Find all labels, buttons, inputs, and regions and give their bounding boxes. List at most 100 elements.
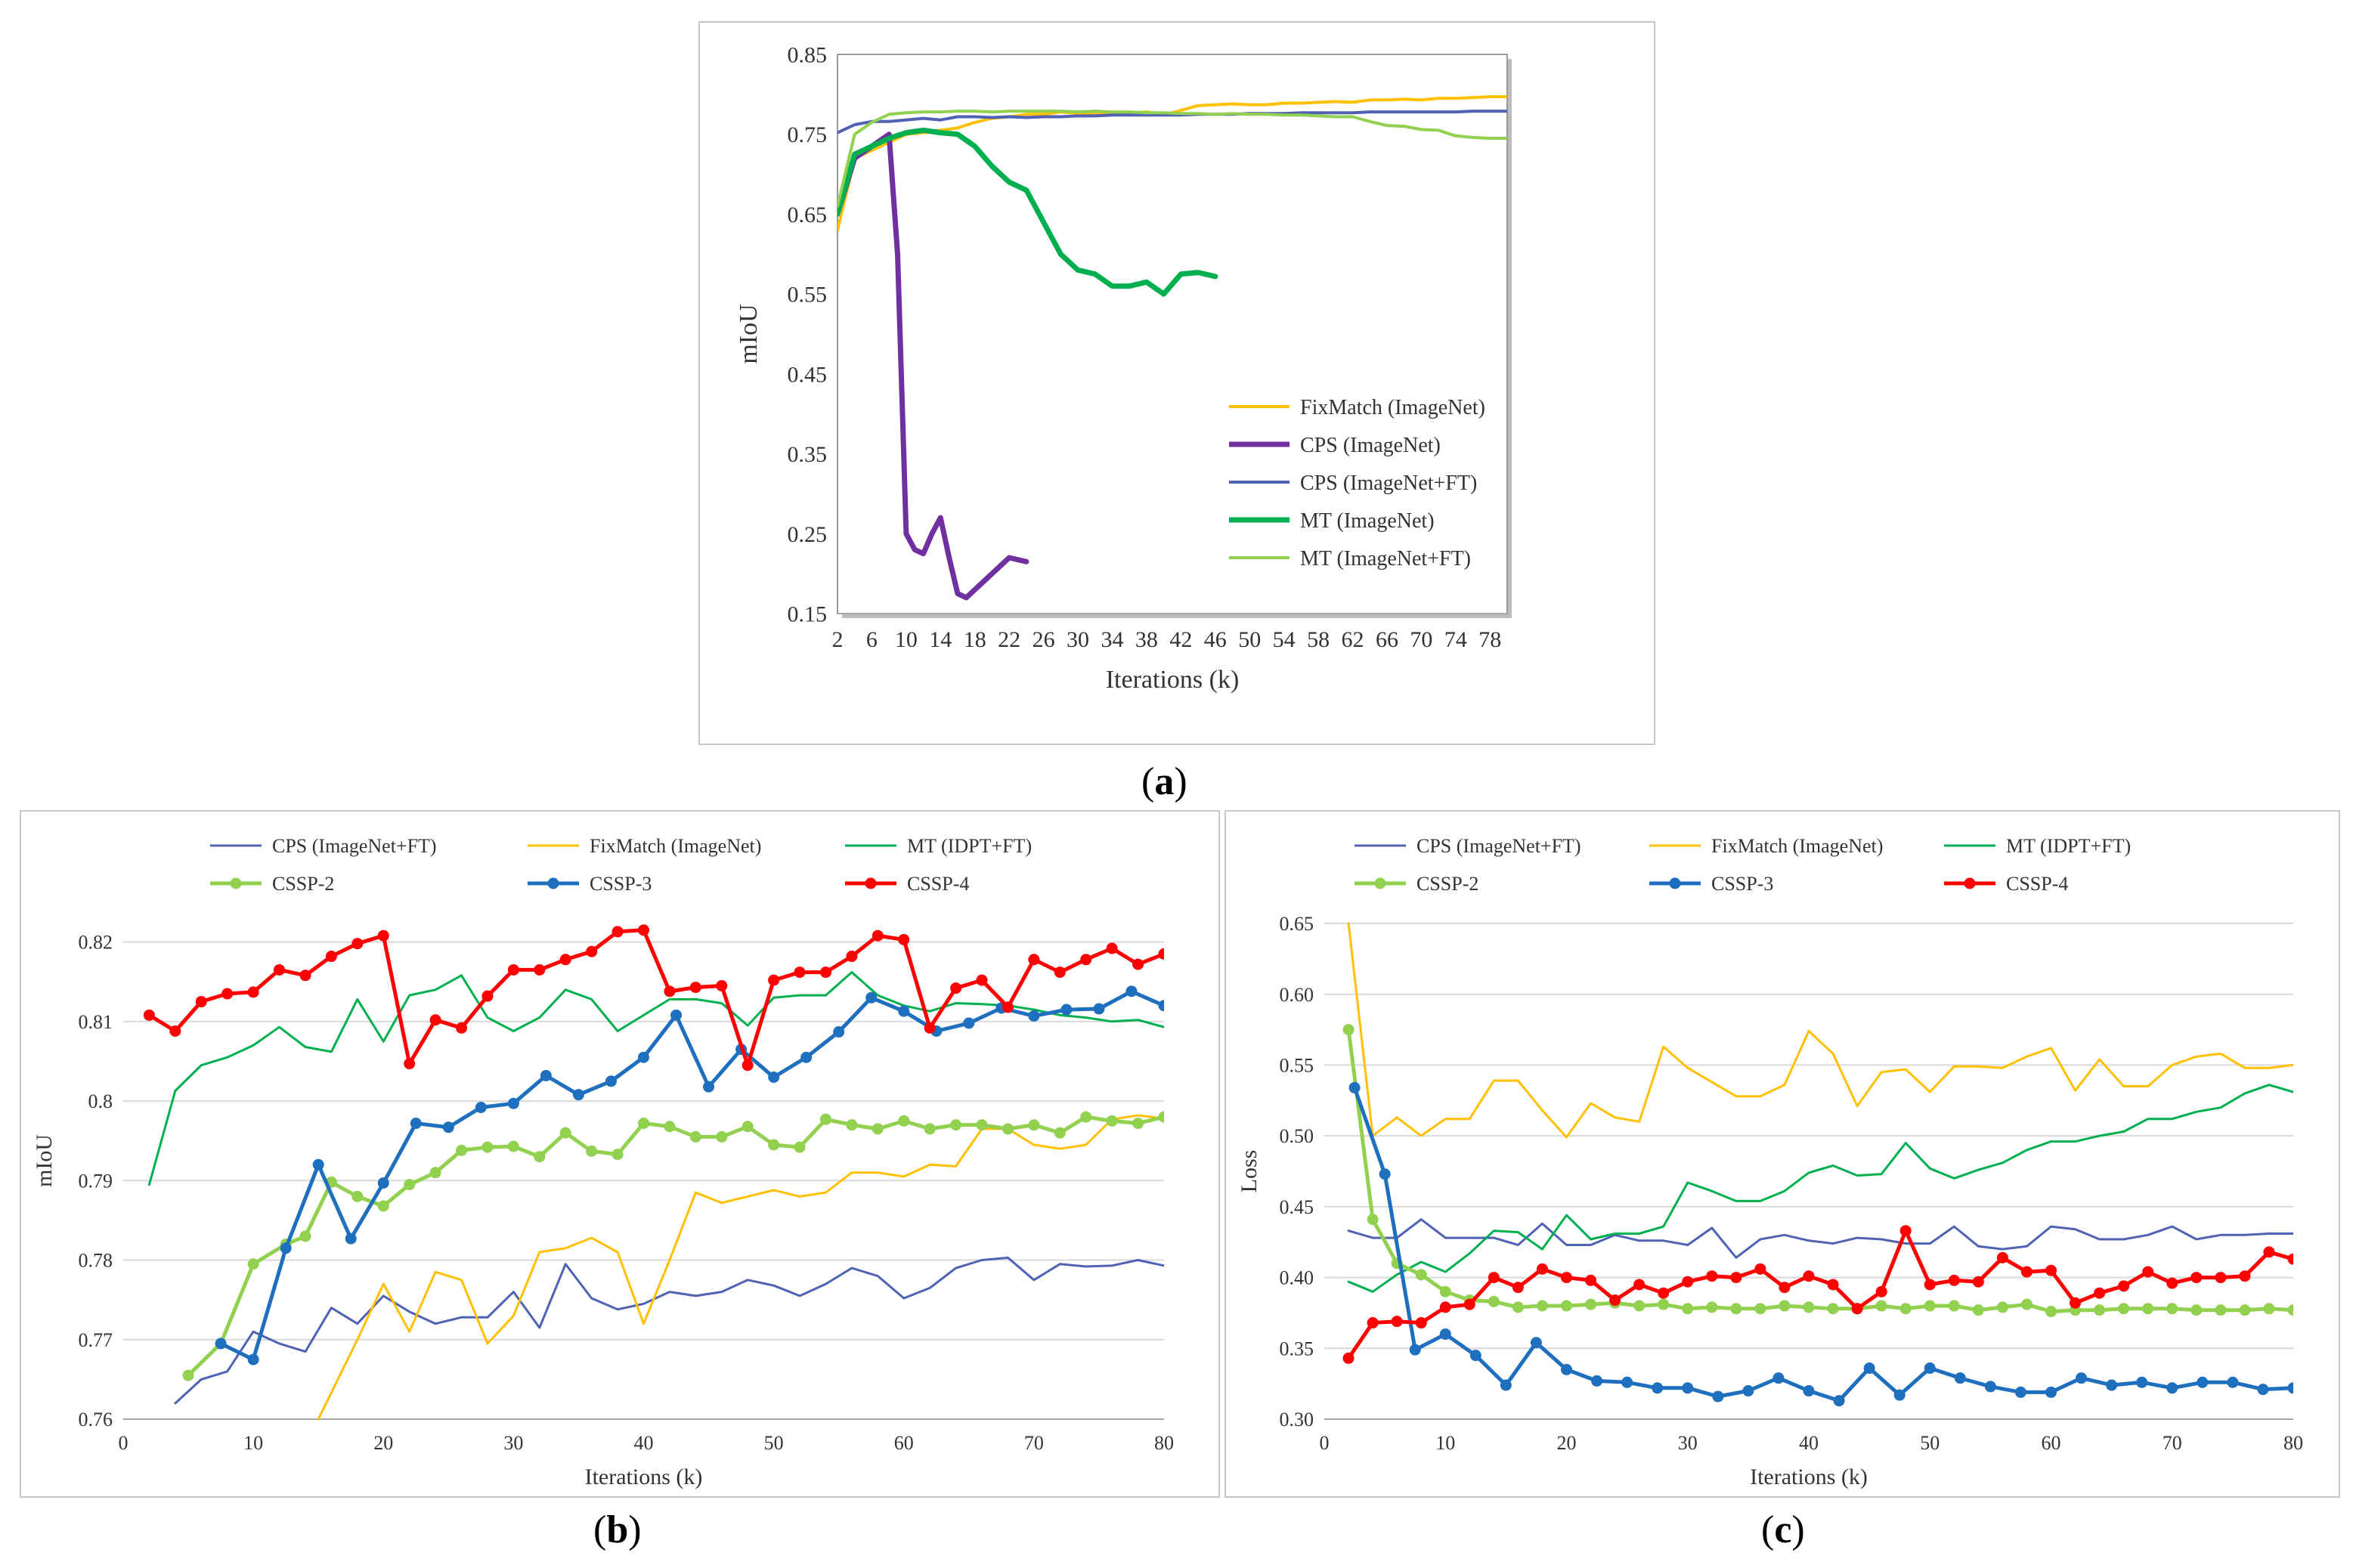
data-point-cssp-2 [898, 1115, 910, 1127]
data-point-cssp-2 [742, 1121, 754, 1133]
data-point-cssp-4 [1972, 1276, 1984, 1288]
xtick-label-b: 50 [764, 1432, 784, 1454]
ytick-label-c: 0.50 [1280, 1125, 1314, 1147]
xtick-label-a: 26 [1033, 627, 1055, 652]
data-point-cssp-2 [559, 1127, 571, 1139]
data-point-cssp-4 [846, 951, 858, 963]
legend-label: FixMatch (ImageNet) [1300, 396, 1485, 419]
data-point-cssp-4 [1132, 958, 1144, 970]
legend-marker [1669, 877, 1681, 889]
data-point-cssp-4 [689, 982, 701, 994]
data-point-cssp-2 [182, 1369, 194, 1381]
series-line-mt-idpt-ft [1347, 1084, 2293, 1293]
ytick-label-c: 0.55 [1280, 1055, 1314, 1077]
data-point-cssp-4 [1682, 1276, 1694, 1288]
data-point-cssp-4 [1779, 1282, 1791, 1294]
y-axis-label-c: Loss [1237, 1150, 1262, 1193]
data-point-cssp-2 [1028, 1119, 1040, 1131]
data-point-cssp-2 [1367, 1214, 1379, 1226]
legend-label: CPS (ImageNet+FT) [1416, 835, 1581, 857]
x-axis-label-a: Iterations (k) [1106, 666, 1240, 694]
data-point-cssp-2 [507, 1140, 519, 1152]
ytick-label-a: 0.25 [788, 522, 828, 547]
data-point-cssp-4 [819, 966, 831, 979]
ytick-label-c: 0.60 [1280, 984, 1314, 1006]
data-point-cssp-3 [442, 1121, 454, 1133]
ytick-label-b: 0.81 [79, 1011, 113, 1033]
data-point-cssp-2 [1158, 1111, 1164, 1123]
legend-label: CPS (ImageNet+FT) [1300, 472, 1477, 495]
legend-label: CPS (ImageNet+FT) [272, 835, 437, 857]
legend-label: CSSP-4 [2006, 873, 2068, 895]
xtick-label-a: 42 [1169, 627, 1192, 652]
data-point-cssp-4 [2118, 1280, 2130, 1292]
series-group-a [837, 95, 1507, 601]
ytick-label-c: 0.30 [1280, 1409, 1314, 1430]
series-group-b [143, 924, 1164, 1421]
xtick-label-a: 58 [1307, 627, 1330, 652]
data-point-cssp-4 [872, 929, 884, 942]
data-point-cssp-2 [2045, 1306, 2057, 1318]
data-point-cssp-3 [670, 1009, 683, 1021]
data-point-cssp-4 [2094, 1287, 2106, 1299]
data-point-cssp-2 [689, 1130, 701, 1143]
legend-label: CSSP-3 [590, 873, 652, 895]
data-point-cssp-4 [143, 1009, 155, 1021]
data-point-cssp-4 [195, 996, 207, 1008]
data-point-cssp-2 [377, 1200, 389, 1212]
data-point-cssp-3 [768, 1072, 780, 1084]
series-line-fixmatch-imagenet [317, 1114, 1164, 1421]
data-point-cssp-4 [404, 1058, 416, 1070]
data-point-cssp-3 [1682, 1382, 1694, 1394]
data-point-cssp-2 [819, 1113, 831, 1125]
data-point-cssp-3 [1712, 1390, 1724, 1403]
data-point-cssp-3 [1158, 1000, 1164, 1012]
data-point-cssp-3 [540, 1069, 552, 1081]
chart-panel-a: 0.15 0.25 0.35 0.45 0.55 0.65 0.75 0.85 2 6 10 14 18… [698, 21, 1655, 745]
data-point-cssp-2 [1730, 1303, 1742, 1315]
ytick-label-a: 0.55 [788, 283, 828, 308]
xtick-label-c: 60 [2042, 1432, 2061, 1454]
data-point-cssp-3 [1984, 1381, 1996, 1393]
data-point-cssp-2 [2166, 1303, 2178, 1315]
series-line-fixmatch-imagenet [1347, 922, 2293, 1139]
xtick-label-a: 10 [895, 627, 918, 652]
data-point-cssp-4 [2045, 1264, 2057, 1276]
data-point-cssp-3 [1125, 985, 1138, 997]
series-line-cps-imagenet-ft [837, 110, 1507, 135]
data-point-cssp-2 [1706, 1301, 1718, 1313]
xtick-label-b: 60 [894, 1432, 914, 1454]
data-point-cssp-4 [1730, 1272, 1742, 1284]
ytick-label-c: 0.35 [1280, 1338, 1314, 1359]
series-line-cps-imagenet-ft [1347, 1218, 2293, 1259]
data-point-cssp-3 [1028, 1010, 1040, 1022]
data-point-cssp-3 [1833, 1395, 1845, 1407]
data-point-cssp-4 [2070, 1297, 2082, 1309]
series-line-cssp-2 [1346, 1028, 2293, 1314]
data-point-cssp-2 [976, 1119, 988, 1131]
legend-marker [1374, 877, 1386, 889]
data-point-cssp-3 [1591, 1375, 1603, 1387]
ytick-label-b: 0.79 [79, 1170, 113, 1192]
data-point-cssp-4 [2215, 1272, 2227, 1284]
data-point-cssp-3 [1500, 1379, 1512, 1391]
data-point-cssp-2 [2094, 1304, 2106, 1316]
data-point-cssp-4 [429, 1014, 441, 1026]
ytick-label-a: 0.35 [788, 442, 828, 467]
legend-marker [1964, 877, 1976, 889]
data-point-cssp-3 [1652, 1382, 1664, 1394]
data-point-cssp-4 [1633, 1279, 1646, 1291]
data-point-cssp-2 [351, 1190, 364, 1202]
data-point-cssp-4 [924, 1022, 936, 1034]
data-point-cssp-3 [638, 1051, 649, 1063]
xtick-label-a: 78 [1478, 627, 1501, 652]
data-point-cssp-2 [1342, 1024, 1355, 1036]
data-point-cssp-2 [1132, 1118, 1144, 1130]
data-point-cssp-3 [1803, 1385, 1815, 1397]
data-point-cssp-3 [1924, 1362, 1936, 1375]
data-point-cssp-3 [1561, 1363, 1572, 1375]
data-point-cssp-4 [2020, 1266, 2033, 1278]
series-line-cps-imagenet-ft [174, 1256, 1164, 1405]
data-point-cssp-4 [1391, 1316, 1403, 1328]
data-point-cssp-4 [1054, 966, 1066, 979]
